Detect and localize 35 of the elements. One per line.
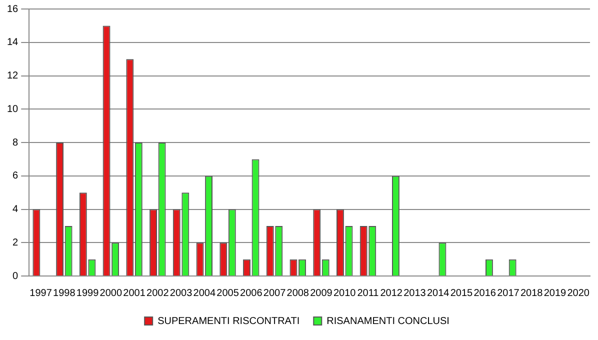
y-tick-label: 8	[12, 137, 19, 148]
y-tick-label: 10	[7, 104, 19, 115]
x-tick-label: 2010	[333, 288, 356, 299]
x-tick-label: 2014	[426, 288, 450, 299]
x-tick-label: 1997	[30, 288, 52, 299]
x-tick-label: 2016	[474, 288, 496, 299]
x-tick-label: 2001	[123, 288, 146, 299]
y-tick-label: 0	[12, 270, 19, 282]
y-tick-label: 4	[12, 204, 19, 215]
x-tick-label: 2002	[146, 288, 170, 299]
x-tick-label: 1999	[76, 288, 100, 299]
x-tick-label: 2019	[544, 288, 567, 299]
y-tick-label: 14	[7, 37, 19, 48]
x-tick-label: 2007	[263, 288, 286, 299]
y-tick-label: 12	[7, 70, 19, 82]
x-tick-label: 2003	[170, 288, 193, 299]
x-tick-label: 2011	[357, 288, 380, 299]
x-tick-label: 2013	[404, 288, 426, 299]
x-tick-label: 1998	[53, 288, 76, 299]
x-tick-label: 2017	[497, 288, 520, 299]
x-tick-label: 2008	[286, 288, 310, 299]
x-tick-label: 2015	[450, 288, 474, 299]
y-tick-label: 6	[12, 170, 19, 182]
x-tick-label: 2018	[520, 288, 544, 299]
x-tick-label: 2004	[193, 288, 216, 299]
x-tick-label: 2005	[216, 288, 240, 299]
x-tick-label: 2009	[310, 288, 333, 299]
legend-label: SUPERAMENTI RISCONTRATI	[158, 316, 300, 327]
x-tick-label: 2012	[380, 288, 403, 299]
x-tick-label: 2000	[100, 288, 122, 299]
y-tick-label: 2	[12, 237, 19, 248]
x-tick-label: 2006	[240, 288, 263, 299]
legend-label: RISANAMENTI CONCLUSI	[326, 316, 450, 327]
y-tick-label: 16	[7, 4, 19, 15]
x-tick-label: 2020	[567, 288, 590, 299]
